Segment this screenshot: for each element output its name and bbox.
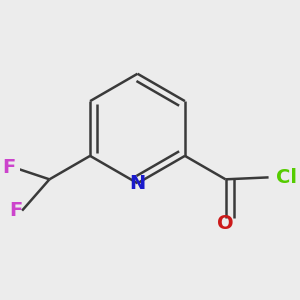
Text: F: F [10, 201, 23, 220]
Text: F: F [2, 158, 15, 177]
Text: N: N [129, 174, 146, 193]
Text: Cl: Cl [276, 168, 297, 187]
Text: O: O [217, 214, 234, 233]
